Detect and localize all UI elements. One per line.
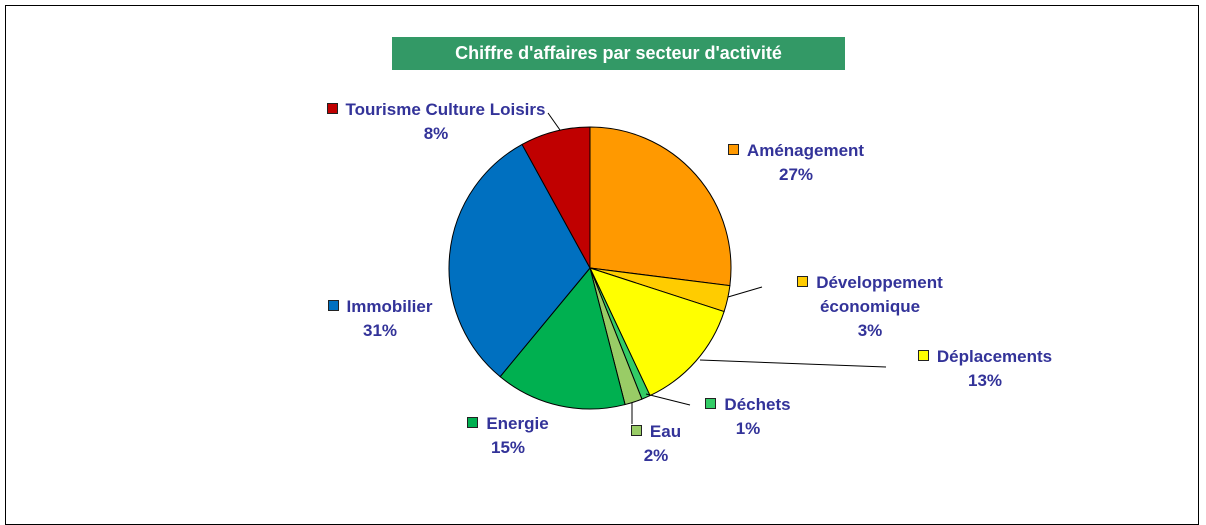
label-name: Déchets xyxy=(688,393,808,417)
chart: Chiffre d'affaires par secteur d'activit… xyxy=(5,5,1199,525)
chart-title: Chiffre d'affaires par secteur d'activit… xyxy=(392,37,845,70)
data-label: Tourisme Culture Loisirs 8% xyxy=(326,98,546,146)
label-name: Tourisme Culture Loisirs xyxy=(326,98,546,122)
category-label: Développement économique xyxy=(816,273,943,316)
data-label: Déplacements 13% xyxy=(885,345,1085,393)
category-label: Tourisme Culture Loisirs xyxy=(345,100,546,119)
value-label: 3% xyxy=(857,321,883,340)
category-label: Eau xyxy=(649,422,682,441)
legend-marker xyxy=(326,103,338,114)
leader-line xyxy=(727,286,763,298)
category-label: Déplacements xyxy=(936,347,1053,366)
pie-slice xyxy=(448,143,591,378)
value-label: 2% xyxy=(643,446,669,465)
pie-slice xyxy=(521,126,591,269)
category-label: Immobilier xyxy=(346,297,433,316)
leader-line xyxy=(699,359,887,368)
data-label: Eau 2% xyxy=(611,420,701,468)
pie-slice xyxy=(499,266,626,410)
pie-slice xyxy=(589,126,732,287)
legend-marker xyxy=(467,417,479,428)
data-label: Energie 15% xyxy=(443,412,573,460)
value-label: 27% xyxy=(778,165,814,184)
data-label: Immobilier 31% xyxy=(300,295,460,343)
leader-line xyxy=(645,393,691,406)
pie-slice xyxy=(589,267,725,397)
value-label: 15% xyxy=(490,438,526,457)
label-name: Développement économique xyxy=(775,271,965,319)
category-label: Déchets xyxy=(724,395,791,414)
category-label: Aménagement xyxy=(746,141,865,160)
legend-marker xyxy=(917,350,929,361)
data-label: Déchets 1% xyxy=(688,393,808,441)
label-name: Aménagement xyxy=(696,139,896,163)
data-label: Développement économique 3% xyxy=(775,271,965,343)
label-name: Immobilier xyxy=(300,295,460,319)
legend-marker xyxy=(327,300,339,311)
legend-marker xyxy=(797,276,809,287)
label-name: Energie xyxy=(443,412,573,436)
value-label: 13% xyxy=(967,371,1003,390)
legend-marker xyxy=(630,425,642,436)
value-label: 1% xyxy=(735,419,761,438)
value-label: 31% xyxy=(362,321,398,340)
category-label: Energie xyxy=(486,414,549,433)
value-label: 8% xyxy=(423,124,449,143)
data-label: Aménagement 27% xyxy=(696,139,896,187)
legend-marker xyxy=(727,144,739,155)
leader-line xyxy=(547,112,561,131)
label-name: Eau xyxy=(611,420,701,444)
label-name: Déplacements xyxy=(885,345,1085,369)
pie-area xyxy=(448,112,887,424)
legend-marker xyxy=(705,398,717,409)
